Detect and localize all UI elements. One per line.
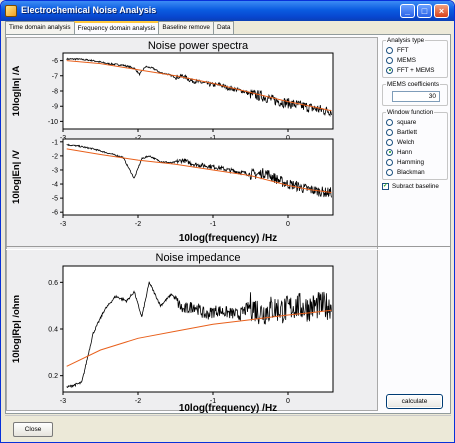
chart2-ytick-label: -3	[52, 167, 58, 174]
analysis-type-fft-label: FFT	[397, 46, 409, 54]
chart2-mems-series-line	[66, 148, 332, 193]
close-icon: ×	[438, 6, 445, 16]
chart1-ytick-label: -6	[52, 58, 58, 65]
radio-bartlett[interactable]	[386, 128, 393, 136]
window-hann[interactable]: Hann	[386, 147, 444, 157]
subtract-baseline-row[interactable]: ✓ Subract baseline	[382, 183, 448, 190]
maximize-button[interactable]: □	[417, 4, 432, 18]
analysis-type-fft-mems-label: FFT + MEMS	[397, 66, 435, 74]
chart1-mems-series-line	[66, 60, 332, 112]
radio-blackman[interactable]	[386, 168, 393, 176]
chart2-xlabel: 10log(frequency) /Hz	[179, 233, 277, 244]
chart3-xtick-label: -2	[135, 398, 141, 405]
window-welch[interactable]: Welch	[386, 137, 444, 147]
radio-square[interactable]	[386, 118, 393, 126]
subtract-baseline-label: Subract baseline	[392, 183, 439, 190]
analysis-type-group: Analysis type FFT MEMS FFT + MEMS	[382, 37, 448, 78]
chart3-title: Noise impedance	[156, 252, 241, 264]
chart3-fft-series-line	[66, 281, 332, 389]
chart3-xlabel: 10log(frequency) /Hz	[179, 403, 277, 414]
maximize-icon: □	[421, 6, 428, 16]
window-function-group: Window function square Bartlett Welch Ha…	[382, 109, 448, 180]
subtract-baseline-checkbox[interactable]: ✓	[382, 183, 389, 190]
tab-data[interactable]: Data	[212, 21, 235, 34]
minimize-button[interactable]: _	[400, 4, 415, 18]
chart2-ytick-label: -2	[52, 153, 58, 160]
window-blackman[interactable]: Blackman	[386, 167, 444, 177]
window-function-label: Window function	[387, 109, 434, 116]
chart3-plot-frame	[62, 265, 334, 393]
chart2-xtick-label: -1	[210, 221, 216, 228]
chart3-ylabel: 10log|Rp| /ohm	[11, 295, 22, 363]
chart3-ytick-label: 0.2	[48, 373, 58, 380]
chart2-ytick-label: -6	[52, 210, 58, 217]
analysis-type-label: Analysis type	[387, 37, 425, 44]
radio-fft[interactable]	[386, 46, 393, 54]
close-window-button[interactable]: ×	[434, 4, 449, 18]
title-bar[interactable]: Electrochemical Noise Analysis _ □ ×	[1, 1, 454, 21]
chart3-mems-series-line	[66, 309, 332, 367]
chart3-ytick-label: 0.6	[48, 280, 58, 287]
close-button[interactable]: Close	[13, 422, 53, 437]
chart2-ytick-label: -5	[52, 196, 58, 203]
chart1-ytick-label: -10	[48, 119, 58, 126]
analysis-type-fft-mems[interactable]: FFT + MEMS	[386, 65, 444, 75]
radio-welch[interactable]	[386, 138, 393, 146]
window-hann-label: Hann	[397, 148, 413, 156]
chart1-ylabel: 10log|In| /A	[11, 66, 22, 117]
chart2-ytick-label: -4	[52, 182, 58, 189]
window-title: Electrochemical Noise Analysis	[21, 5, 157, 15]
window-blackman-label: Blackman	[397, 168, 425, 176]
chart2-ylabel: 10log|En| /V	[11, 149, 22, 204]
window-bartlett-label: Bartlett	[397, 128, 417, 136]
chart2-xtick-label: -3	[60, 221, 66, 228]
settings-sidebar: Analysis type FFT MEMS FFT + MEMS MEMS c…	[382, 37, 448, 190]
chart1-plot-frame	[62, 52, 334, 130]
radio-fft-mems[interactable]	[386, 66, 393, 74]
analysis-type-mems-label: MEMS	[397, 56, 416, 64]
mems-coefficients-group: MEMS coefficients 30	[382, 81, 448, 106]
chart2-plot-frame	[62, 138, 334, 216]
chart2-xtick-label: 0	[286, 221, 290, 228]
window-hamming[interactable]: Hamming	[386, 157, 444, 167]
radio-hamming[interactable]	[386, 158, 393, 166]
chart2-xtick-label: -2	[135, 221, 141, 228]
chart3-xtick-label: -1	[210, 398, 216, 405]
window-welch-label: Welch	[397, 138, 415, 146]
minimize-icon: _	[404, 6, 410, 16]
plot-separator	[6, 246, 450, 250]
window-square[interactable]: square	[386, 117, 444, 127]
tab-strip: Time domain analysis Frequency domain an…	[5, 21, 235, 35]
window-bartlett[interactable]: Bartlett	[386, 127, 444, 137]
app-icon	[5, 5, 17, 17]
chart1-ytick-label: -8	[52, 89, 58, 96]
calculate-button[interactable]: calculate	[386, 394, 443, 409]
mems-coefficients-input[interactable]: 30	[392, 91, 440, 102]
chart1-ytick-label: -9	[52, 104, 58, 111]
chart3-ytick-label: 0.4	[48, 327, 58, 334]
chart2-fft-series-line	[66, 143, 332, 198]
mems-coefficients-label: MEMS coefficients	[387, 81, 440, 88]
chart1-fft-series-line	[66, 57, 332, 117]
chart3-xtick-label: -3	[60, 398, 66, 405]
analysis-type-fft[interactable]: FFT	[386, 45, 444, 55]
analysis-type-mems[interactable]: MEMS	[386, 55, 444, 65]
chart1-ytick-label: -7	[52, 73, 58, 80]
radio-hann[interactable]	[386, 148, 393, 156]
chart2-ytick-label: -1	[52, 139, 58, 146]
bottom-bar: Close	[5, 415, 451, 441]
chart1-title: Noise power spectra	[148, 40, 249, 52]
radio-mems[interactable]	[386, 56, 393, 64]
chart3-xtick-label: 0	[286, 398, 290, 405]
window-hamming-label: Hamming	[397, 158, 424, 166]
window-square-label: square	[397, 118, 417, 126]
